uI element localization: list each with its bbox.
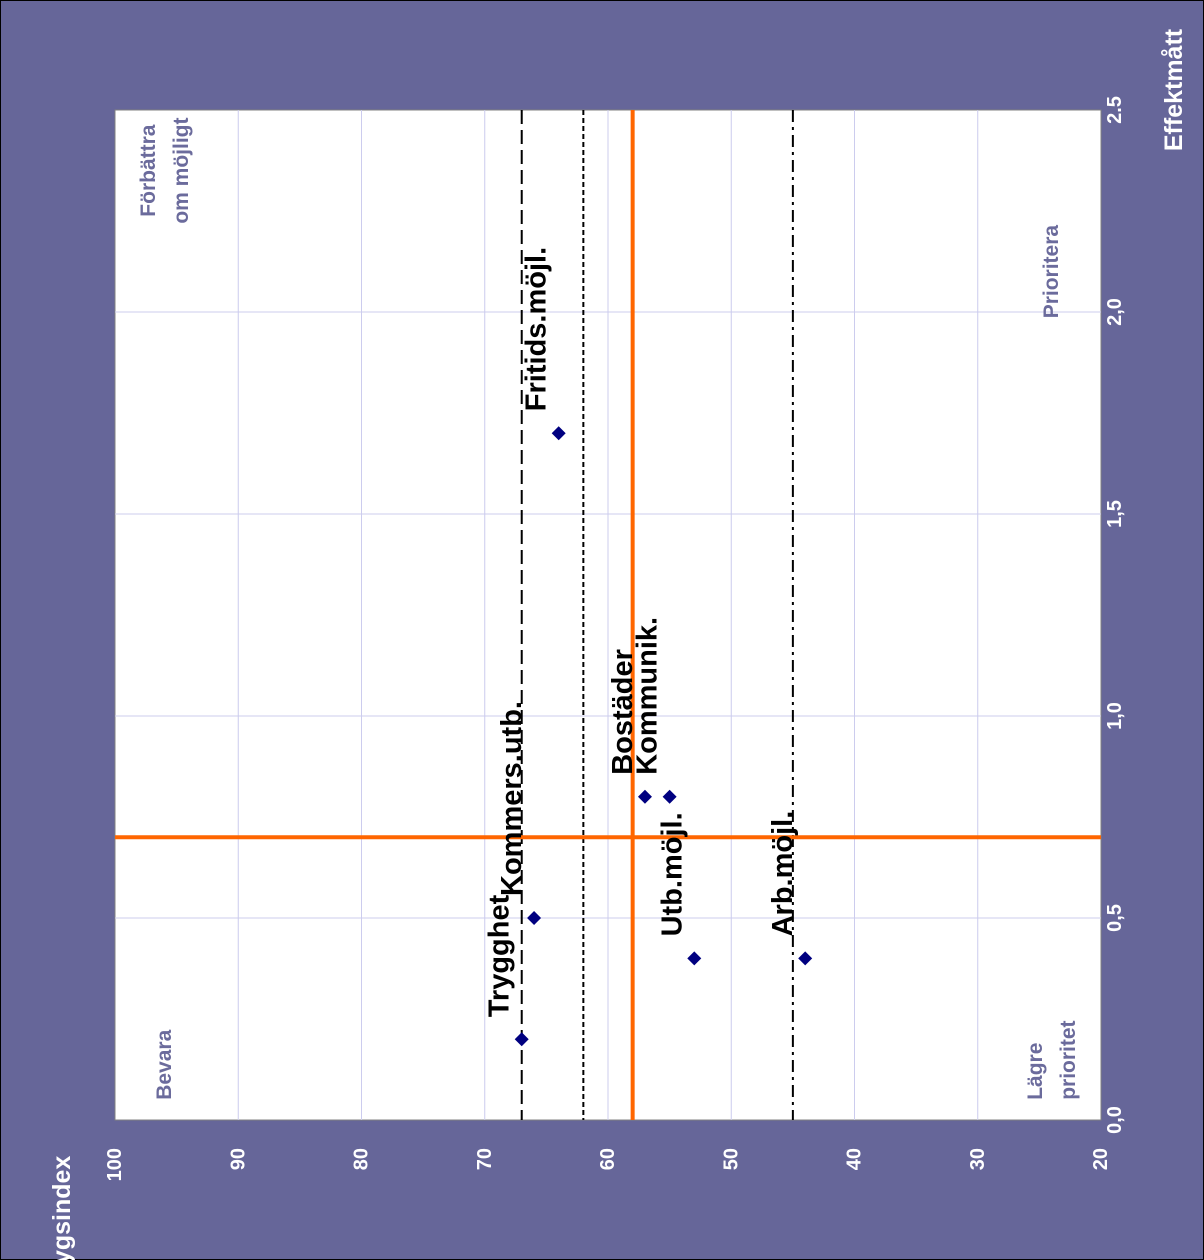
ticks: 100 90 80 70 60 50 40 30 20 0,0 0,5 1,0 1,5 2,0 2.5 — [104, 96, 1126, 1181]
data-point-label: Kommers.utb. — [496, 701, 528, 896]
y-tick-label: 0,5 — [1104, 904, 1126, 932]
x-tick-label: 70 — [474, 1148, 496, 1170]
quadrant-label: Bevara — [153, 1029, 176, 1099]
data-point — [514, 1032, 529, 1047]
data-point-label: Trygghet — [484, 894, 516, 1017]
quadrant-label: Prioritera — [1040, 225, 1063, 319]
x-axis-title: Betygsindex — [48, 1156, 76, 1260]
data-point — [687, 951, 702, 966]
x-tick-label: 20 — [1090, 1148, 1112, 1170]
quadrant-label: prioritet — [1057, 1020, 1080, 1099]
x-tick-label: 60 — [597, 1148, 619, 1170]
quadrant-labels: Förbättra om möjligt Prioritera Bevara Lägre… — [137, 118, 1080, 1100]
data-point-label: Utb.möjl. — [656, 812, 688, 936]
y-tick-label: 1,0 — [1104, 702, 1126, 730]
x-tick-label: 50 — [720, 1148, 742, 1170]
x-tick-label: 80 — [351, 1148, 373, 1170]
quadrant-label: om möjligt — [170, 118, 193, 224]
y-axis-title: Effektmått — [1160, 28, 1188, 151]
x-tick-label: 40 — [844, 1148, 866, 1170]
quadrant-label: Förbättra — [137, 124, 160, 216]
grid — [115, 110, 1101, 1120]
y-tick-label: 0,0 — [1104, 1106, 1126, 1134]
data-point — [551, 426, 566, 441]
reference-lines — [115, 110, 1101, 1120]
data-point — [798, 951, 813, 966]
x-tick-label: 30 — [967, 1148, 989, 1170]
data-point-label: Bostäder — [607, 649, 639, 775]
quadrant-label: Lägre — [1024, 1043, 1047, 1100]
data-point — [637, 789, 652, 804]
x-tick-label: 90 — [227, 1148, 249, 1170]
data-point-label: Arb.möjl. — [767, 811, 799, 937]
y-tick-label: 2.5 — [1104, 96, 1126, 124]
y-tick-label: 2,0 — [1104, 298, 1126, 326]
data-point-label: Fritids.möjl. — [521, 247, 553, 411]
data-point — [662, 789, 677, 804]
x-tick-label: 100 — [104, 1148, 126, 1181]
data-point-label: Kommunik. — [632, 617, 664, 775]
data-point — [527, 911, 542, 925]
y-tick-label: 1,5 — [1104, 500, 1126, 528]
